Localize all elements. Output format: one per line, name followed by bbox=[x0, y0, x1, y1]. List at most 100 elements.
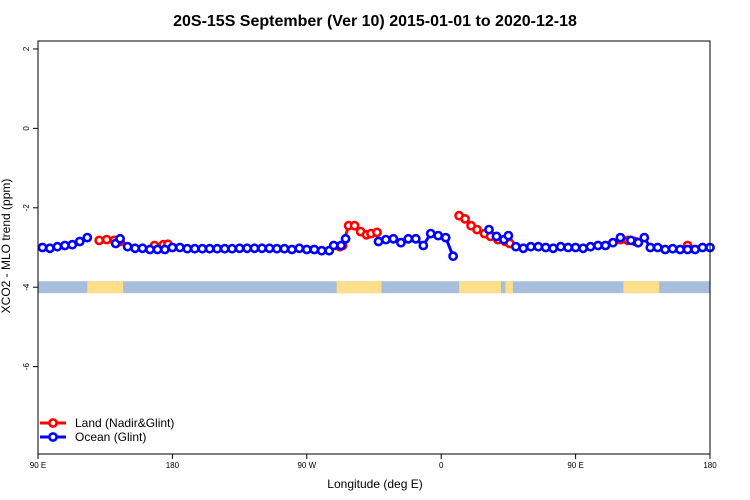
data-point bbox=[540, 242, 551, 253]
data-point bbox=[37, 242, 48, 253]
land-band-segment bbox=[459, 281, 501, 294]
data-point bbox=[675, 244, 685, 255]
data-point bbox=[94, 235, 105, 246]
data-point bbox=[425, 228, 436, 239]
data-point bbox=[460, 213, 470, 224]
x-tick-label: 180 bbox=[166, 461, 180, 470]
surface-band bbox=[38, 281, 710, 294]
land-band-segment bbox=[623, 281, 660, 294]
data-point bbox=[182, 243, 193, 254]
data-point bbox=[316, 245, 327, 256]
data-point bbox=[472, 224, 482, 235]
data-point bbox=[167, 242, 178, 253]
data-point bbox=[410, 233, 421, 244]
data-point bbox=[403, 233, 414, 244]
data-point bbox=[682, 244, 693, 255]
data-point bbox=[511, 241, 521, 252]
data-point bbox=[101, 234, 112, 245]
data-point bbox=[388, 233, 399, 244]
data-point bbox=[372, 227, 382, 238]
data-point bbox=[309, 244, 320, 255]
x-tick-label: 90 E bbox=[30, 461, 46, 470]
data-point bbox=[593, 240, 603, 251]
data-point bbox=[578, 243, 588, 254]
data-point bbox=[279, 243, 290, 254]
x-tick-label: 90 W bbox=[297, 461, 316, 470]
data-point bbox=[697, 242, 708, 253]
land-band-segment bbox=[87, 281, 124, 294]
legend-swatch-point bbox=[48, 432, 58, 442]
data-point bbox=[212, 243, 223, 254]
data-point bbox=[227, 243, 237, 254]
data-point bbox=[159, 244, 170, 255]
data-point bbox=[448, 251, 458, 262]
data-point bbox=[336, 240, 346, 251]
data-point bbox=[174, 242, 185, 253]
data-point bbox=[301, 244, 312, 255]
data-point bbox=[525, 241, 536, 252]
land-band-segment bbox=[505, 281, 513, 294]
legend-swatch-point bbox=[48, 418, 58, 428]
data-point bbox=[585, 241, 596, 252]
data-point bbox=[45, 243, 55, 254]
data-point bbox=[667, 243, 678, 254]
data-point bbox=[503, 230, 514, 241]
data-point bbox=[257, 243, 267, 254]
data-point bbox=[433, 230, 444, 241]
data-point bbox=[633, 237, 644, 248]
data-point bbox=[615, 232, 626, 243]
data-point bbox=[67, 239, 78, 250]
x-axis: 90 E 180 90 W 0 90 E 180 bbox=[30, 454, 717, 470]
plot-frame bbox=[37, 40, 711, 455]
data-point bbox=[690, 244, 700, 255]
data-point bbox=[373, 236, 384, 247]
series-points bbox=[37, 210, 715, 262]
data-point bbox=[380, 234, 391, 245]
data-point bbox=[491, 231, 502, 242]
legend-label: Ocean (Glint) bbox=[75, 430, 146, 444]
data-point bbox=[440, 232, 451, 243]
data-point bbox=[294, 243, 305, 254]
data-point bbox=[52, 241, 63, 252]
legend-label: Land (Nadir&Glint) bbox=[75, 416, 174, 430]
x-axis-label: Longitude (deg E) bbox=[327, 477, 422, 491]
data-point bbox=[74, 236, 85, 247]
data-point bbox=[82, 232, 93, 243]
chart-title: 20S-15S September (Ver 10) 2015-01-01 to… bbox=[173, 13, 577, 30]
data-point bbox=[271, 243, 282, 254]
data-point bbox=[652, 242, 663, 253]
data-point bbox=[563, 242, 573, 253]
data-point bbox=[122, 241, 133, 252]
data-point bbox=[189, 243, 200, 254]
data-point bbox=[395, 237, 406, 248]
data-point bbox=[249, 243, 260, 254]
data-point bbox=[548, 243, 559, 254]
y-tick-label: -4 bbox=[22, 283, 31, 291]
data-point bbox=[137, 243, 148, 254]
data-point bbox=[660, 244, 671, 255]
y-tick-label: 0 bbox=[22, 126, 31, 131]
x-tick-label: 180 bbox=[703, 461, 717, 470]
data-point bbox=[555, 241, 566, 252]
data-point bbox=[639, 232, 650, 243]
y-tick-label: -2 bbox=[22, 204, 31, 212]
data-point bbox=[533, 241, 544, 252]
data-point bbox=[340, 233, 351, 244]
data-point bbox=[518, 243, 529, 254]
data-point bbox=[418, 240, 429, 251]
data-point bbox=[145, 244, 155, 255]
data-point bbox=[349, 220, 360, 231]
data-point bbox=[570, 242, 581, 253]
data-point bbox=[234, 243, 245, 254]
y-tick-label: -6 bbox=[22, 363, 31, 371]
data-point bbox=[204, 243, 215, 254]
legend: Land (Nadir&Glint)Ocean (Glint) bbox=[40, 416, 174, 444]
x-tick-label: 90 E bbox=[567, 461, 583, 470]
data-point bbox=[115, 233, 125, 244]
y-axis: -6 -4 -2 0 2 bbox=[22, 46, 38, 370]
land-band-segment bbox=[336, 281, 382, 294]
x-tick-label: 0 bbox=[439, 461, 444, 470]
data-point bbox=[60, 240, 70, 251]
y-axis-label: XCO2 - MLO trend (ppm) bbox=[0, 179, 13, 314]
